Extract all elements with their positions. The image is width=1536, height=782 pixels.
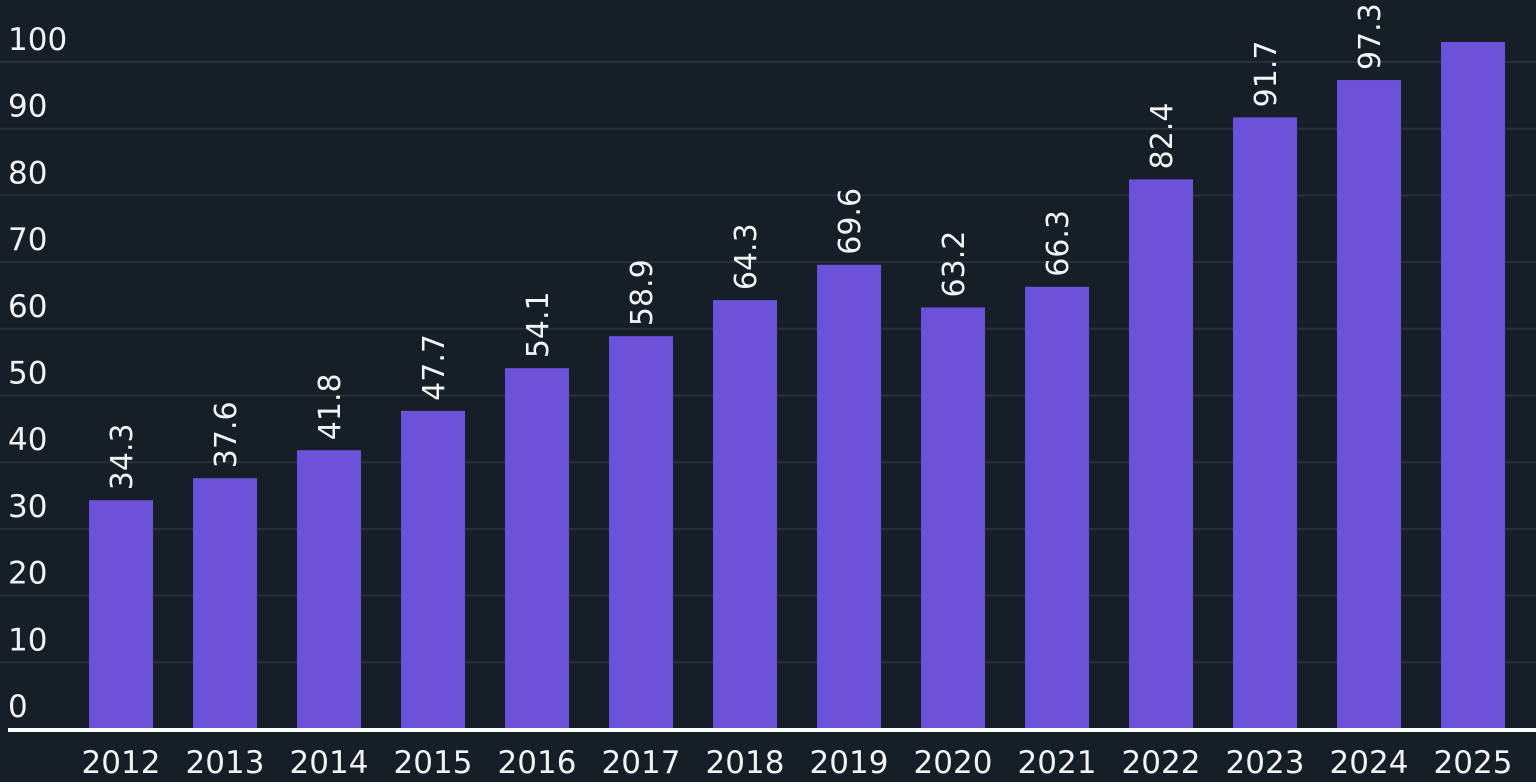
y-tick-label: 100 bbox=[8, 22, 67, 58]
data-labels: 34.3 37.6 41.8 47.7 54.1 58.9 64.3 69.6 63.2 66.3… bbox=[105, 3, 1388, 490]
data-label: 91.7 bbox=[1249, 41, 1284, 108]
x-tick-label: 2023 bbox=[1226, 745, 1305, 781]
y-axis-ticks: 0 10 20 30 40 50 60 70 80 90 100 bbox=[8, 22, 67, 725]
bar bbox=[1337, 80, 1401, 729]
data-label: 82.4 bbox=[1145, 103, 1180, 170]
y-tick-label: 10 bbox=[8, 622, 47, 658]
x-tick-label: 2015 bbox=[394, 745, 473, 781]
data-label: 97.3 bbox=[1353, 3, 1388, 70]
data-label: 69.6 bbox=[833, 188, 868, 255]
data-label: 63.2 bbox=[937, 231, 972, 298]
x-tick-label: 2022 bbox=[1122, 745, 1201, 781]
bar bbox=[193, 478, 257, 729]
x-tick-label: 2014 bbox=[290, 745, 369, 781]
x-tick-label: 2021 bbox=[1018, 745, 1097, 781]
x-tick-label: 2017 bbox=[602, 745, 681, 781]
y-tick-label: 80 bbox=[8, 155, 47, 191]
x-tick-label: 2012 bbox=[82, 745, 161, 781]
x-tick-label: 2019 bbox=[810, 745, 889, 781]
y-tick-label: 90 bbox=[8, 89, 47, 125]
bar bbox=[817, 264, 881, 729]
x-tick-label: 2025 bbox=[1434, 745, 1513, 781]
x-axis-ticks: 2012 2013 2014 2015 2016 2017 2018 2019 2020 2021… bbox=[82, 745, 1513, 781]
bar bbox=[1129, 179, 1193, 730]
bars bbox=[89, 41, 1505, 730]
bar bbox=[1233, 117, 1297, 729]
x-tick-label: 2020 bbox=[914, 745, 993, 781]
data-label: 66.3 bbox=[1041, 210, 1076, 277]
x-tick-label: 2016 bbox=[498, 745, 577, 781]
data-label: 37.6 bbox=[209, 401, 244, 468]
x-tick-label: 2018 bbox=[706, 745, 785, 781]
y-tick-label: 40 bbox=[8, 422, 47, 458]
data-label: 34.3 bbox=[105, 423, 140, 490]
bar bbox=[1441, 41, 1505, 730]
data-label: 47.7 bbox=[417, 334, 452, 401]
data-label: 54.1 bbox=[521, 291, 556, 358]
data-label: 58.9 bbox=[625, 259, 660, 326]
x-tick-label: 2013 bbox=[186, 745, 265, 781]
y-tick-label: 30 bbox=[8, 489, 47, 525]
bar bbox=[297, 450, 361, 729]
data-label: 41.8 bbox=[313, 373, 348, 440]
bar bbox=[401, 410, 465, 729]
y-tick-label: 0 bbox=[8, 689, 28, 725]
bar bbox=[921, 307, 985, 729]
bar bbox=[1025, 286, 1089, 729]
y-tick-label: 60 bbox=[8, 289, 47, 325]
x-tick-label: 2024 bbox=[1330, 745, 1409, 781]
bar bbox=[713, 300, 777, 729]
y-tick-label: 50 bbox=[8, 356, 47, 392]
data-label: 64.3 bbox=[729, 223, 764, 290]
bar bbox=[89, 500, 153, 729]
bar bbox=[505, 368, 569, 729]
y-tick-label: 20 bbox=[8, 556, 47, 592]
y-tick-label: 70 bbox=[8, 222, 47, 258]
bar bbox=[609, 336, 673, 729]
